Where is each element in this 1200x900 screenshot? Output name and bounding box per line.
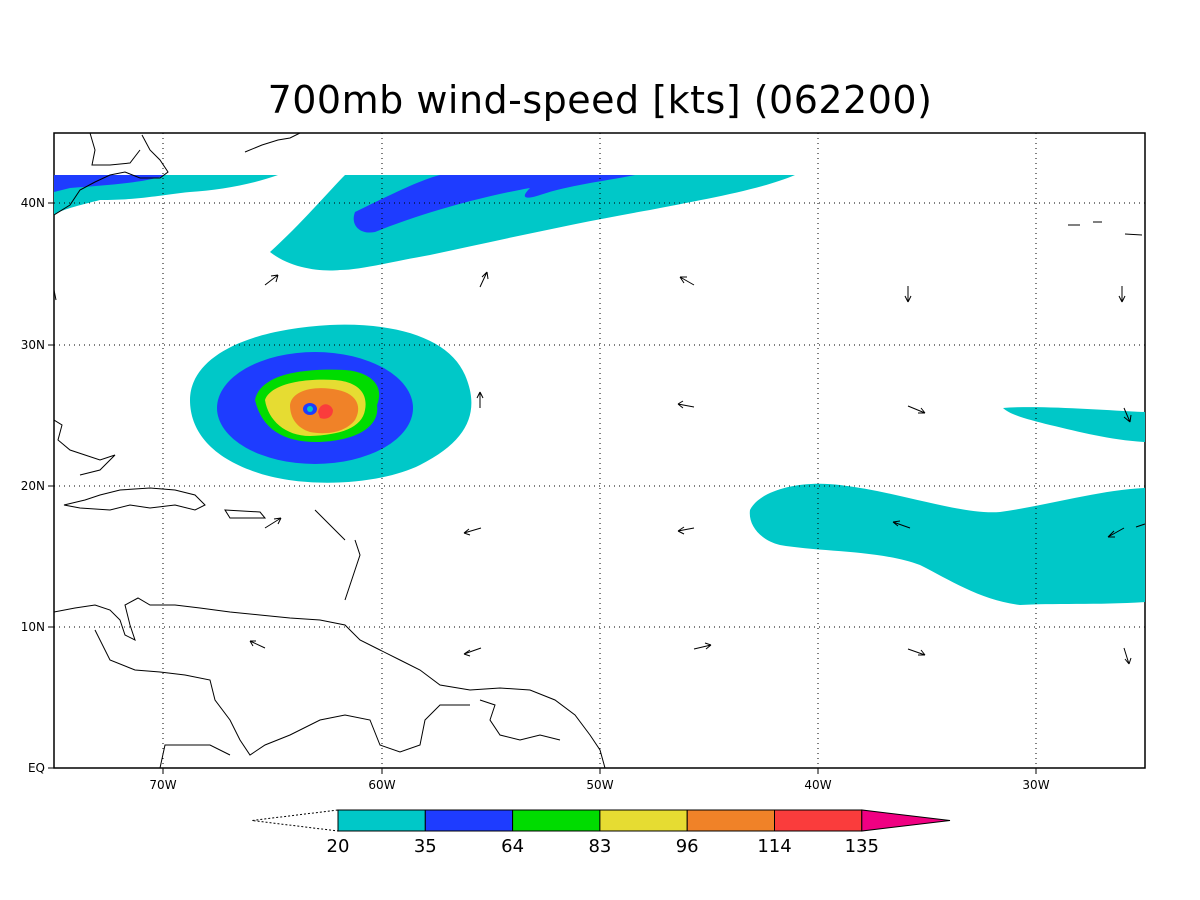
lon-tick-label: 40W (804, 778, 831, 792)
lat-tick-label: 40N (21, 196, 45, 210)
colorbar-level-label: 135 (845, 836, 879, 857)
colorbar-over-arrow (861, 809, 951, 832)
lon-tick-label: 50W (586, 778, 613, 792)
coast-band-blue (54, 175, 165, 192)
lat-tick-label: 10N (21, 620, 45, 634)
hurricane-core (190, 324, 472, 483)
colorbar-level-label: 96 (676, 836, 699, 857)
colorbar-swatch (337, 809, 426, 832)
east-band-upper (1003, 407, 1145, 442)
colorbar-under-arrow (251, 809, 339, 832)
colorbar-swatch (774, 809, 863, 832)
colorbar-level-label: 64 (501, 836, 524, 857)
lon-tick-label: 60W (368, 778, 395, 792)
colorbar-swatch (599, 809, 688, 832)
east-band-lower (749, 483, 1145, 605)
latitude-labels: 40N 30N 20N 10N EQ (21, 196, 54, 775)
longitude-labels: 70W 60W 50W 40W 30W (149, 768, 1050, 792)
colorbar-swatch (424, 809, 514, 832)
coastlines (54, 133, 1143, 768)
wind-shading (54, 175, 1145, 605)
colorbar: 20 35 64 83 96 114 135 (251, 809, 951, 857)
lat-tick-label: EQ (28, 761, 45, 775)
lon-tick-label: 70W (149, 778, 176, 792)
colorbar-level-label: 20 (327, 836, 350, 857)
lat-tick-label: 20N (21, 479, 45, 493)
colorbar-swatch (686, 809, 776, 832)
jet-band-blue (353, 175, 635, 233)
map-title: 700mb wind-speed [kts] (062200) (267, 78, 933, 122)
lat-tick-label: 30N (21, 338, 45, 352)
colorbar-level-label: 114 (757, 836, 791, 857)
wind-vectors (249, 271, 1145, 665)
colorbar-level-label: 35 (414, 836, 437, 857)
colorbar-swatch (512, 809, 601, 832)
colorbar-level-label: 83 (588, 836, 611, 857)
coast-band-cyan (54, 175, 278, 215)
lon-tick-label: 30W (1022, 778, 1049, 792)
lat-lon-grid (54, 133, 1145, 768)
